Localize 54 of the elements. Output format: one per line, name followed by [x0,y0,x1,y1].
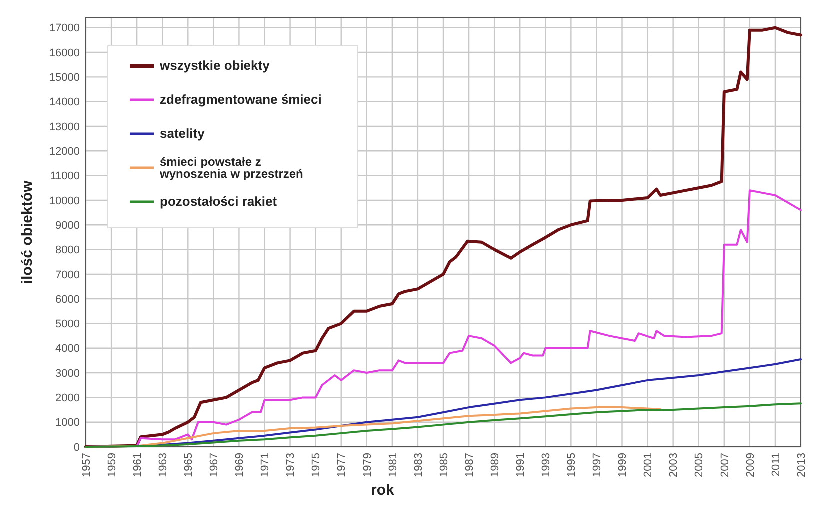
x-tick-label: 1985 [438,453,450,478]
y-tick-label: 5000 [56,318,80,331]
x-tick-label: 2003 [668,453,680,478]
y-tick-label: 4000 [56,343,80,356]
x-tick-label: 1977 [336,453,348,478]
x-tick-label: 1961 [132,453,144,478]
y-tick-label: 16000 [49,47,80,60]
y-tick-label: 0 [74,442,80,454]
x-tick-label: 2013 [796,453,808,478]
legend-label: wszystkie obiekty [159,58,271,73]
y-tick-label: 1000 [56,417,80,430]
x-tick-label: 1999 [617,453,630,478]
x-tick-label: 1959 [106,453,118,478]
y-tick-label: 13000 [49,121,80,134]
legend-label: śmieci powstałe z wynoszenia w przestrzeń [159,155,304,181]
x-tick-label: 1989 [489,453,502,478]
y-tick-label: 9000 [56,220,80,232]
x-tick-label: 1981 [387,453,400,478]
x-tick-label: 1993 [540,453,552,478]
x-tick-label: 2011 [770,453,782,477]
y-tick-label: 14000 [49,96,80,109]
x-tick-label: 1967 [208,453,221,478]
legend-label: pozostałości rakiet [160,194,278,209]
x-tick-label: 1991 [514,453,527,478]
y-tick-label: 17000 [49,22,80,35]
legend-label: satelity [160,126,206,141]
x-tick-label: 2005 [694,453,706,478]
y-tick-label: 7000 [56,269,80,282]
y-tick-label: 3000 [56,368,80,380]
x-tick-label: 1963 [157,453,170,478]
y-tick-label: 10000 [49,195,80,208]
x-tick-label: 1971 [260,453,272,478]
x-tick-label: 1983 [412,453,425,478]
y-axis-title: ilość obiektów [19,180,36,284]
x-tick-label: 1997 [592,453,604,478]
x-tick-label: 1973 [285,453,298,478]
x-tick-label: 1979 [362,453,374,478]
x-tick-label: 1987 [464,453,476,478]
x-tick-label: 2001 [642,453,655,478]
x-tick-label: 1965 [182,453,195,478]
y-tick-label: 8000 [56,244,80,257]
x-axis-title: rok [371,482,395,499]
x-tick-label: 1975 [310,453,323,478]
y-tick-label: 12000 [49,146,80,158]
x-tick-label: 1957 [80,453,93,478]
y-tick-label: 2000 [56,392,80,405]
y-tick-label: 6000 [56,294,80,306]
y-tick-label: 15000 [49,72,80,84]
x-tick-label: 1995 [566,453,578,478]
y-tick-label: 11000 [50,170,80,183]
x-tick-label: 1969 [234,453,246,478]
x-tick-label: 2009 [744,453,757,478]
x-tick-label: 2007 [719,453,732,478]
legend-label: zdefragmentowane śmieci [160,92,322,107]
